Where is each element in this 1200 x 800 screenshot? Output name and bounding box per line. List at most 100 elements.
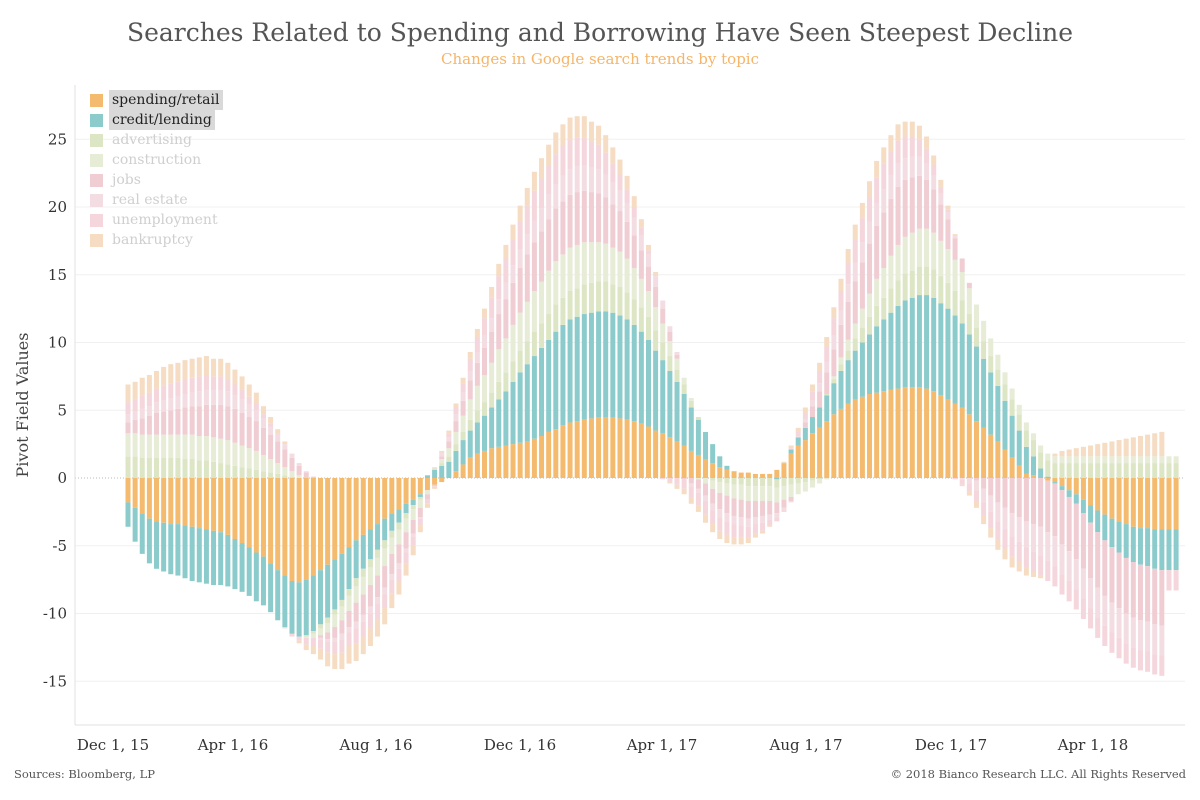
bar-construction xyxy=(581,242,587,285)
bar-bankruptcy xyxy=(1002,548,1008,560)
bar-spending-retail xyxy=(189,478,195,527)
bar-credit-lending xyxy=(353,540,359,579)
bar-construction xyxy=(1166,456,1172,464)
bar-credit-lending xyxy=(275,570,281,621)
bar-spending-retail xyxy=(203,478,209,530)
bar-bankruptcy xyxy=(296,640,302,644)
bar-credit-lending xyxy=(410,499,416,506)
bar-unemployment xyxy=(510,239,516,266)
bar-spending-retail xyxy=(1095,478,1101,511)
bar-advertising xyxy=(624,292,630,320)
bar-advertising xyxy=(282,475,288,478)
bar-credit-lending xyxy=(1023,446,1029,474)
bar-construction xyxy=(175,434,181,458)
bar-bankruptcy xyxy=(1123,438,1129,457)
legend-item[interactable]: construction xyxy=(90,150,223,170)
bar-bankruptcy xyxy=(139,377,145,396)
legend-item[interactable]: unemployment xyxy=(90,210,223,230)
bar-spending-retail xyxy=(154,478,160,522)
bar-jobs xyxy=(567,194,573,248)
bar-spending-retail xyxy=(1116,478,1122,522)
bar-real-estate xyxy=(624,202,630,222)
bar-unemployment xyxy=(660,478,666,480)
bar-spending-retail xyxy=(318,478,324,571)
x-tick-label: Apr 1, 17 xyxy=(626,736,698,754)
bar-credit-lending xyxy=(154,521,160,569)
legend-item[interactable]: spending/retail xyxy=(90,90,223,110)
bar-construction xyxy=(931,232,937,270)
bar-bankruptcy xyxy=(767,525,773,527)
bar-advertising xyxy=(1137,463,1143,479)
bar-jobs xyxy=(132,419,138,434)
bar-unemployment xyxy=(211,376,217,390)
bar-spending-retail xyxy=(852,399,858,478)
bar-advertising xyxy=(681,384,687,394)
bar-advertising xyxy=(867,316,873,335)
bar-credit-lending xyxy=(424,475,430,478)
bar-jobs xyxy=(546,219,552,271)
bar-credit-lending xyxy=(382,518,388,541)
bar-unemployment xyxy=(574,137,580,167)
bar-spending-retail xyxy=(731,471,737,479)
bar-unemployment xyxy=(203,375,209,390)
bar-credit-lending xyxy=(774,478,780,480)
bar-real-estate xyxy=(146,406,152,416)
bar-bankruptcy xyxy=(645,244,651,251)
legend-item[interactable]: real estate xyxy=(90,190,223,210)
bar-real-estate xyxy=(695,488,701,493)
bar-credit-lending xyxy=(1123,524,1129,558)
bar-bankruptcy xyxy=(218,358,224,377)
bar-real-estate xyxy=(945,212,951,220)
bar-spending-retail xyxy=(645,426,651,478)
legend-item[interactable]: credit/lending xyxy=(90,110,223,130)
bar-credit-lending xyxy=(175,524,181,576)
bar-jobs xyxy=(959,258,965,273)
bar-credit-lending xyxy=(973,346,979,422)
bar-jobs xyxy=(681,478,687,480)
legend-item[interactable]: jobs xyxy=(90,170,223,190)
bar-advertising xyxy=(132,456,138,478)
bar-bankruptcy xyxy=(681,488,687,495)
bar-real-estate xyxy=(546,194,552,220)
bar-credit-lending xyxy=(439,465,445,479)
bar-spending-retail xyxy=(1102,478,1108,515)
bar-real-estate xyxy=(353,621,359,629)
bar-construction xyxy=(831,376,837,380)
bar-bankruptcy xyxy=(211,358,217,377)
bar-credit-lending xyxy=(1152,529,1158,569)
bar-spending-retail xyxy=(774,469,780,478)
bar-construction xyxy=(482,375,487,403)
bar-bankruptcy xyxy=(624,175,630,190)
bar-construction xyxy=(945,249,951,283)
legend-item[interactable]: bankruptcy xyxy=(90,230,223,250)
bar-bankruptcy xyxy=(838,278,844,292)
bar-jobs xyxy=(852,281,858,324)
bar-unemployment xyxy=(232,384,238,396)
bar-construction xyxy=(767,486,773,502)
gridlines xyxy=(75,138,1185,682)
bar-jobs xyxy=(973,478,979,481)
y-tick-label: 25 xyxy=(48,130,67,148)
legend-swatch xyxy=(90,153,103,167)
bar-unemployment xyxy=(674,478,680,485)
bar-jobs xyxy=(1137,564,1143,621)
bar-credit-lending xyxy=(132,507,138,542)
bar-spending-retail xyxy=(1166,478,1172,530)
bar-real-estate xyxy=(966,478,972,484)
legend-swatch xyxy=(90,173,103,187)
bar-spending-retail xyxy=(567,422,573,478)
bar-credit-lending xyxy=(681,393,687,446)
bar-jobs xyxy=(1109,547,1115,603)
bar-construction xyxy=(353,586,359,603)
legend-item[interactable]: advertising xyxy=(90,130,223,150)
bar-real-estate xyxy=(724,513,730,522)
bar-bankruptcy xyxy=(1080,446,1086,457)
bar-bankruptcy xyxy=(724,534,730,544)
bar-real-estate xyxy=(318,637,324,640)
bar-construction xyxy=(289,471,295,477)
bar-advertising xyxy=(888,288,894,313)
bar-credit-lending xyxy=(296,582,302,637)
bar-unemployment xyxy=(867,197,873,222)
bar-unemployment xyxy=(1159,655,1165,676)
source-note: Sources: Bloomberg, LP xyxy=(14,767,155,781)
